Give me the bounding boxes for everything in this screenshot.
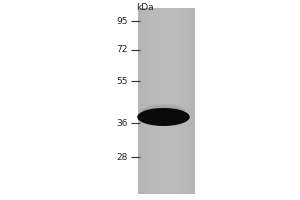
Bar [138,8,195,194]
Ellipse shape [149,104,178,108]
Text: 28: 28 [116,152,128,162]
Text: kDa: kDa [136,2,154,11]
Ellipse shape [137,108,190,126]
Text: 36: 36 [116,118,128,128]
Text: 95: 95 [116,17,128,25]
Text: 72: 72 [116,46,128,54]
Ellipse shape [145,105,182,110]
Ellipse shape [141,108,186,112]
Text: 55: 55 [116,76,128,86]
